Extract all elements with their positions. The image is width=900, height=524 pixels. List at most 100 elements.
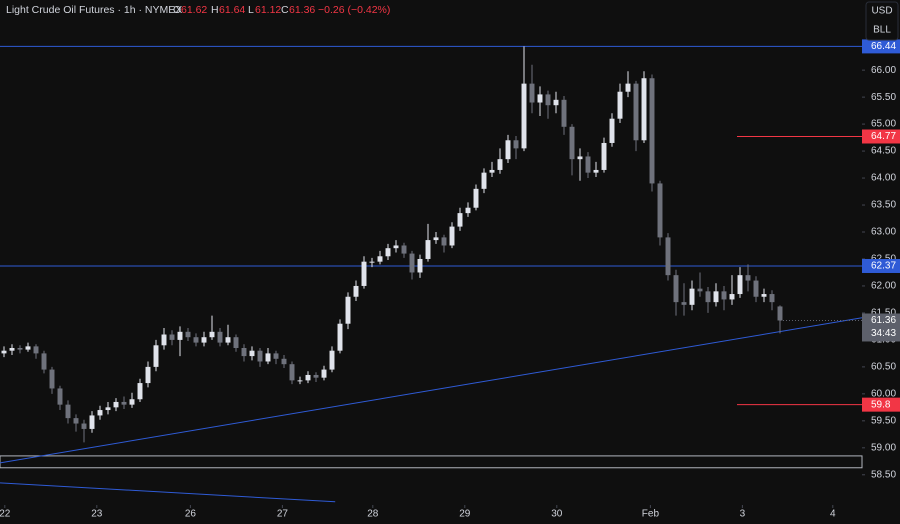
candle-body — [529, 83, 535, 103]
x-tick-label: 30 — [551, 509, 563, 520]
y-tick-label: 59.00 — [871, 442, 896, 453]
ohlc-value: 61.12 — [255, 4, 281, 16]
price-badge-label: 62.37 — [871, 261, 896, 272]
price-badge — [862, 39, 900, 54]
y-tick-label: 60.00 — [871, 388, 896, 399]
currency-button[interactable]: USD — [871, 6, 892, 17]
candle-body — [441, 237, 447, 246]
y-tick-label: 63.50 — [871, 200, 896, 211]
candle-body — [257, 350, 263, 362]
button-box[interactable] — [865, 1, 899, 41]
price-badge — [862, 129, 900, 144]
candle-body — [537, 94, 543, 103]
candle-body — [601, 142, 607, 170]
zone — [0, 455, 863, 469]
candle-body — [417, 258, 423, 273]
candle-body — [89, 415, 95, 429]
candle-body — [113, 401, 119, 408]
candle-body — [721, 291, 727, 300]
candle-body — [617, 91, 623, 119]
trendline — [0, 317, 863, 464]
candle-body — [225, 337, 231, 343]
change: −0.26 (−0.42%) — [318, 4, 390, 16]
candle-body — [545, 94, 551, 106]
x-tick-label: 26 — [185, 509, 197, 520]
candle-body — [753, 280, 759, 297]
candle-body — [585, 156, 591, 173]
candle-body — [521, 83, 527, 149]
candle-body — [137, 383, 143, 400]
x-tick-label: 29 — [459, 509, 471, 520]
candle-body — [217, 331, 223, 343]
candle-body — [473, 188, 479, 208]
candle-body — [49, 369, 55, 389]
candle-body — [673, 275, 679, 303]
candle-body — [665, 237, 671, 276]
y-tick-label: 65.50 — [871, 92, 896, 103]
candle-body — [33, 346, 39, 354]
y-tick-label: 58.50 — [871, 469, 896, 480]
candle-body — [297, 380, 303, 382]
y-tick-label: 64.00 — [871, 173, 896, 184]
x-tick-label: 4 — [830, 509, 836, 520]
candle-body — [777, 306, 783, 321]
x-tick-label: Feb — [642, 509, 660, 520]
y-tick-label: 63.00 — [871, 227, 896, 238]
y-tick-label: 65.00 — [871, 119, 896, 130]
candle-body — [465, 207, 471, 214]
candle-body — [489, 169, 495, 173]
candle-body — [161, 334, 167, 346]
candle-body — [729, 294, 735, 300]
price-badge-label: 66.44 — [871, 41, 896, 52]
candle-body — [425, 240, 431, 259]
candle-body — [1, 350, 7, 354]
candle-body — [281, 358, 287, 365]
price-badge — [862, 397, 900, 412]
price-badge-label: 61.36 — [871, 315, 896, 326]
candle-body — [385, 248, 391, 257]
candle-body — [305, 374, 311, 381]
candle-body — [737, 275, 743, 295]
y-tick-label: 66.00 — [871, 65, 896, 76]
candle-body — [17, 347, 23, 350]
y-tick-label: 59.50 — [871, 415, 896, 426]
header: Light Crude Oil Futures · 1h · NYMEX O 6… — [6, 4, 390, 16]
candle-body — [481, 172, 487, 189]
ohlc-letter: L — [248, 4, 254, 16]
unit-button[interactable]: BLL — [873, 25, 891, 36]
candle-body — [633, 83, 639, 141]
candle-body — [329, 350, 335, 370]
candle-body — [761, 294, 767, 297]
candle-body — [193, 337, 199, 343]
y-tick-label: 64.50 — [871, 146, 896, 157]
candle-body — [745, 275, 751, 281]
ohlc-value: 61.62 — [181, 4, 207, 16]
price-badge — [862, 258, 900, 273]
candle-body — [337, 323, 343, 351]
candle-body — [265, 353, 271, 362]
candle-body — [145, 366, 151, 384]
candle-body — [497, 159, 503, 170]
price-axis: 58.5059.0059.5060.0060.5061.0061.5062.00… — [0, 39, 900, 520]
candle-body — [713, 291, 719, 303]
candle-body — [321, 369, 327, 378]
candle-body — [273, 353, 279, 359]
ohlc-value: 61.64 — [219, 4, 245, 16]
candle-body — [153, 345, 159, 367]
y-tick-label: 61.50 — [871, 308, 896, 319]
candle-body — [177, 331, 183, 340]
candle-body — [561, 99, 567, 127]
candle-body — [241, 347, 247, 357]
y-tick-label: 60.50 — [871, 362, 896, 373]
candle-body — [97, 410, 103, 416]
candle-body — [697, 288, 703, 292]
price-badge — [862, 313, 900, 342]
x-tick-label: 27 — [277, 509, 289, 520]
plot-area — [0, 45, 863, 503]
candle-body — [681, 302, 687, 305]
candle-body — [393, 245, 399, 249]
candle-body — [433, 237, 439, 241]
trendline — [0, 482, 336, 503]
candle-body — [9, 347, 15, 351]
